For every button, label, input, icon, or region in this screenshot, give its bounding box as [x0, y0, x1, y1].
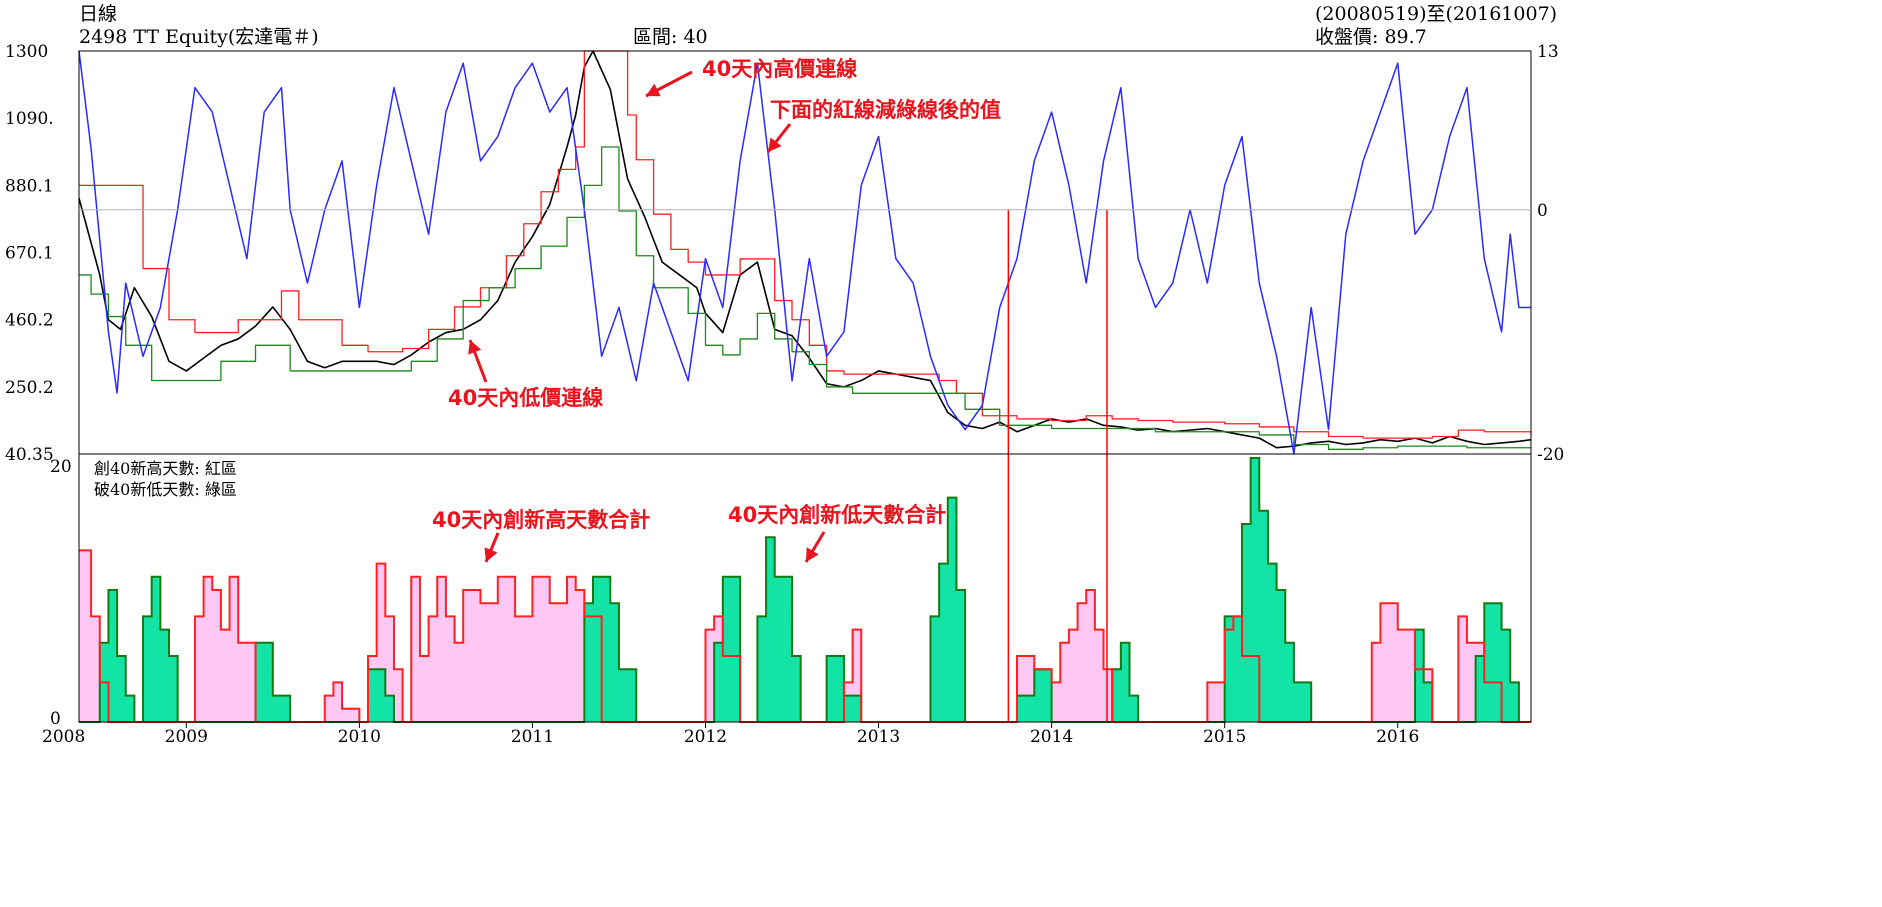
period-label: 日線 [79, 3, 118, 25]
count-y-tick: 0 [50, 709, 61, 729]
high-band-annotation-arrow-head [646, 83, 661, 97]
diff-series-line [78, 50, 1531, 455]
series-lines [78, 50, 1532, 722]
low-band-annotation-arrow-head [468, 340, 482, 355]
ticker-label: 2498 TT Equity(宏達電＃) [79, 26, 319, 48]
high40-series-line [79, 50, 1532, 439]
x-tick-label: 2008 [42, 727, 85, 747]
diff-y-tick: 0 [1537, 201, 1548, 221]
new-low-days-outline [79, 457, 1531, 723]
count-panel-frame [78, 453, 1532, 723]
price-y-tick: 1090. [5, 109, 54, 129]
price-y-tick: 670.1 [5, 244, 54, 264]
new-high-annotation-label: 40天內創新高天數合計 [432, 508, 650, 532]
x-tick-label: 2013 [857, 727, 900, 747]
new-low-annotation-arrow-head [806, 547, 819, 562]
x-tick-label: 2009 [165, 727, 208, 747]
price-y-tick: 40.35 [5, 445, 54, 465]
tick-labels: 1300 1090. 880.1 670.1 460.2 250.2 40.35 13 0 -20… [5, 42, 1564, 747]
new-high-days-area [79, 550, 1531, 722]
high-band-annotation-label: 40天內高價連線 [702, 57, 857, 81]
x-tick-label: 2010 [338, 727, 381, 747]
x-tick-label: 2015 [1203, 727, 1246, 747]
new-high-days-outline [79, 549, 1531, 723]
new-high-annotation-arrow-head [484, 547, 498, 562]
x-tick-label: 2016 [1376, 727, 1419, 747]
count-area-fills [79, 457, 1531, 723]
price-y-tick: 460.2 [5, 311, 54, 331]
new-low-annotation-label: 40天內創新低天數合計 [728, 503, 946, 527]
new-low-days-area [79, 458, 1531, 722]
close-price-label: 收盤價: 89.7 [1315, 26, 1427, 48]
price-y-tick: 1300 [5, 42, 48, 62]
x-tick-label: 2011 [511, 727, 554, 747]
diff-annotation-arrow-head [768, 137, 782, 152]
count-legend-item: 創40新高天數: 紅區 [94, 459, 237, 478]
interval-label: 區間: 40 [633, 26, 708, 48]
low40-series-line [79, 146, 1531, 450]
x-tick-label: 2014 [1030, 727, 1073, 747]
x-tick-label: 2012 [684, 727, 727, 747]
diff-annotation-label: 下面的紅線減綠線後的值 [770, 98, 1001, 122]
axes [78, 50, 1532, 723]
diff-y-tick: -20 [1537, 445, 1564, 465]
price-y-tick: 250.2 [5, 378, 54, 398]
price-y-tick: 880.1 [5, 176, 54, 196]
low-band-annotation-label: 40天內低價連線 [448, 386, 603, 410]
count-legend-item: 破40新低天數: 綠區 [94, 480, 237, 499]
date-range-label: (20080519)至(20161007) [1315, 3, 1558, 25]
count-y-tick: 20 [50, 457, 72, 477]
diff-y-tick: 13 [1537, 42, 1559, 62]
